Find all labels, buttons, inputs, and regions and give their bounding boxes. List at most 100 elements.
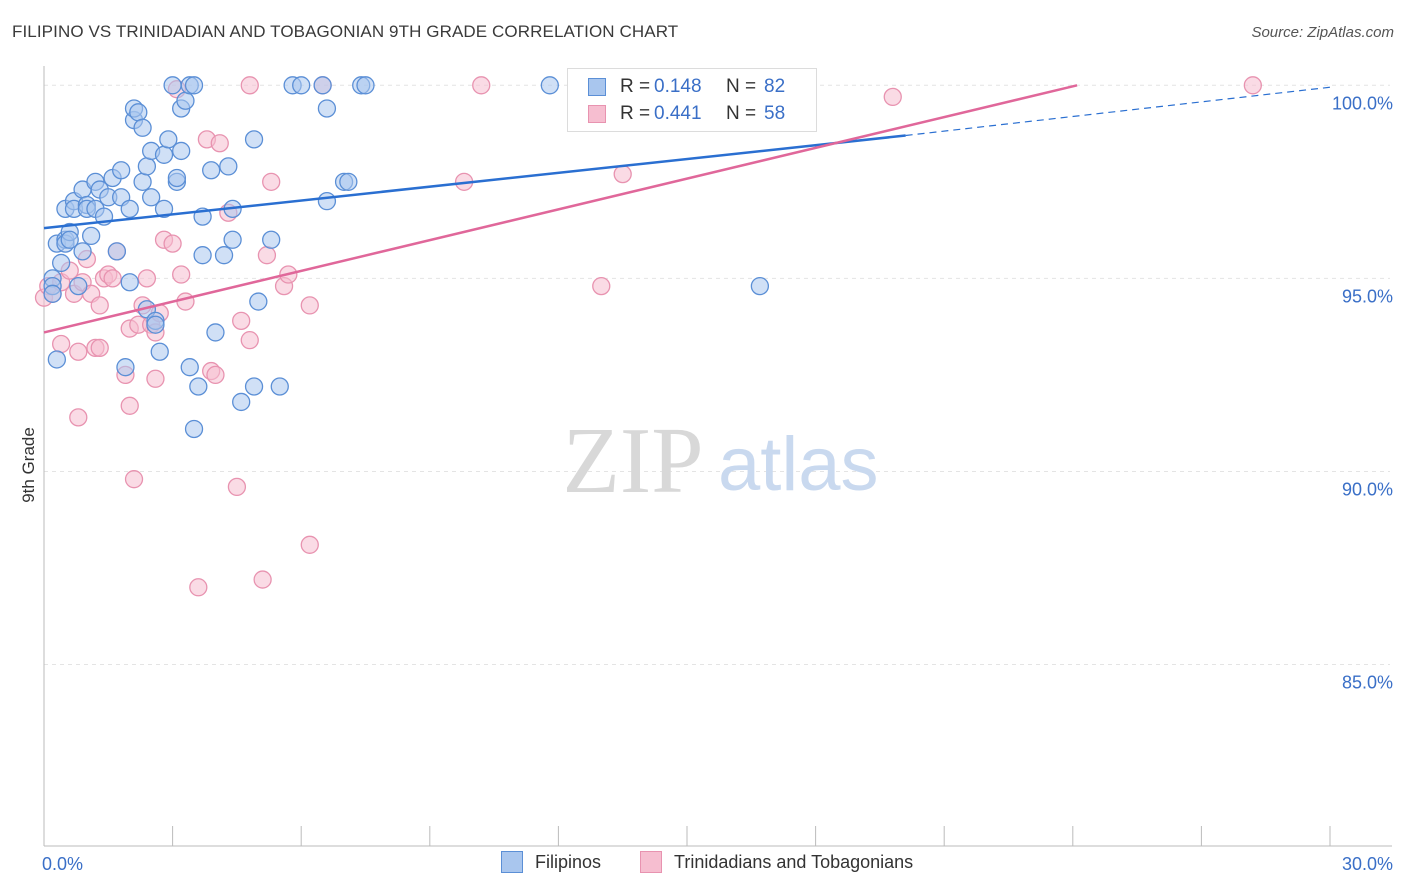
legend-swatch-blue	[588, 78, 606, 96]
filipino-point	[184, 419, 204, 439]
correlation-legend: R = 0.148 N = 82 R = 0.441 N = 58	[567, 68, 817, 132]
trinidadian-point	[210, 134, 229, 153]
filipino-point	[47, 350, 67, 369]
legend-item-label: Filipinos	[535, 851, 602, 872]
legend-n-label: N =	[726, 76, 757, 97]
axes	[43, 66, 1392, 847]
series-filipino-points	[43, 76, 770, 439]
filipino-point	[750, 276, 770, 296]
filipino-point	[244, 377, 264, 396]
filipino-point	[244, 130, 264, 149]
legend-item-filipinos[interactable]: Filipinos	[501, 851, 601, 873]
trinidadian-point	[146, 369, 165, 388]
legend-r-label: R =	[620, 103, 651, 124]
trinidadian-trend-line	[43, 84, 1078, 334]
y-tick-label: 95.0%	[1342, 286, 1393, 306]
trinidadian-point	[206, 365, 225, 385]
trinidadian-point	[103, 269, 122, 288]
trinidadian-point	[176, 292, 195, 311]
filipino-point	[154, 199, 174, 219]
filipino-point	[51, 253, 71, 273]
watermark-zip: ZIP	[563, 409, 704, 513]
filipino-point	[60, 230, 79, 249]
y-tick-label: 100.0%	[1332, 93, 1393, 113]
trinidadian-point	[163, 234, 182, 253]
legend-r-label: R =	[620, 76, 651, 97]
filipino-point	[223, 230, 242, 249]
tick-labels: 100.0% 95.0% 90.0% 85.0% 0.0% 30.0%	[42, 93, 1393, 874]
trinidadian-point	[51, 334, 71, 354]
trinidadian-point	[1243, 76, 1262, 95]
filipino-point	[270, 377, 289, 396]
legend-r-value: 0.441	[654, 103, 702, 124]
filipino-point	[313, 76, 332, 95]
trinidadian-point	[137, 269, 157, 288]
filipino-point	[317, 99, 337, 118]
trinidadian-point	[120, 396, 139, 415]
trinidadian-point	[613, 164, 632, 184]
watermark-atlas: atlas	[718, 422, 879, 507]
filipino-point	[133, 118, 152, 137]
filipino-trend-line	[43, 134, 906, 230]
filipino-point	[232, 392, 251, 412]
y-axis-label: 9th Grade	[19, 427, 38, 503]
filipino-point	[142, 188, 161, 207]
filipino-point	[154, 145, 174, 164]
trinidadian-point	[189, 578, 208, 597]
filipino-point	[180, 358, 199, 377]
trinidadian-point	[232, 311, 251, 331]
trend-lines	[43, 84, 1331, 334]
trinidadian-point	[69, 408, 88, 427]
filipino-point	[146, 315, 165, 334]
trinidadian-point	[262, 172, 281, 191]
filipino-point	[184, 76, 204, 95]
filipino-point	[116, 358, 135, 377]
filipino-point	[172, 141, 191, 161]
filipino-point	[214, 246, 234, 265]
filipino-point	[82, 226, 101, 246]
filipino-point	[69, 276, 88, 296]
filipino-point	[356, 76, 375, 95]
filipino-point	[249, 292, 268, 311]
filipino-point	[202, 161, 221, 180]
legend-swatch-pink	[588, 105, 606, 123]
filipino-point	[292, 76, 311, 95]
filipino-point	[339, 172, 358, 191]
filipino-point	[219, 157, 238, 176]
filipino-point	[129, 103, 148, 122]
filipino-point	[159, 130, 178, 149]
filipino-point	[120, 199, 139, 219]
filipino-point	[137, 157, 157, 176]
legend-swatch-pink	[640, 851, 662, 873]
x-tick-label: 0.0%	[42, 854, 83, 874]
legend-item-trinidadians[interactable]: Trinidadians and Tobagonians	[640, 851, 913, 873]
filipino-point	[193, 246, 212, 265]
trinidadian-point	[172, 265, 191, 284]
trinidadian-point	[69, 342, 88, 361]
chart-title: FILIPINO VS TRINIDADIAN AND TOBAGONIAN 9…	[12, 22, 679, 41]
trinidadian-point	[300, 535, 319, 554]
legend-swatch-blue	[501, 851, 523, 873]
trinidadian-point	[472, 76, 491, 95]
filipino-point	[150, 342, 169, 361]
watermark: ZIP atlas	[563, 409, 879, 513]
filipino-point	[167, 168, 187, 188]
filipino-point	[133, 172, 152, 191]
filipino-point	[206, 323, 225, 342]
legend-item-label: Trinidadians and Tobagonians	[674, 851, 914, 872]
legend-row-trinidadians: R = 0.441 N = 58	[588, 102, 785, 126]
filipino-point	[189, 377, 208, 396]
legend-n-value: 82	[764, 76, 786, 97]
legend-n-value: 58	[764, 103, 786, 124]
trinidadian-point	[240, 76, 259, 95]
legend-row-filipinos: R = 0.148 N = 82	[588, 75, 785, 99]
trinidadian-point	[300, 296, 319, 315]
filipino-point	[43, 284, 62, 303]
y-tick-label: 85.0%	[1342, 673, 1393, 693]
trinidadian-point	[124, 470, 144, 489]
trinidadian-point	[240, 331, 259, 350]
legend-r-value: 0.148	[654, 76, 702, 97]
filipino-point	[176, 91, 195, 110]
filipino-point	[73, 242, 92, 261]
filipino-point	[120, 273, 139, 292]
